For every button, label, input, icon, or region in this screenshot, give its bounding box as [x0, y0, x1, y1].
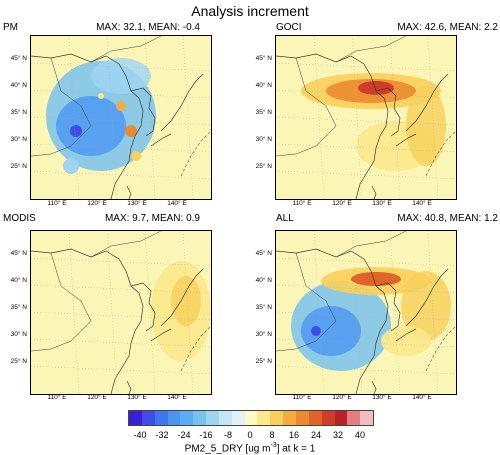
lat-label: 25° N	[255, 163, 272, 170]
colorbar-swatch	[244, 411, 258, 425]
map-canvas	[276, 36, 456, 199]
colorbar	[128, 410, 374, 426]
panel-stats-all: MAX: 40.8, MEAN: 1.2	[397, 213, 498, 224]
panel-stats-pm: MAX: 32.1, MEAN: -0.4	[96, 22, 200, 33]
colorbar-tick: -24	[177, 430, 191, 440]
lat-label: 45° N	[10, 250, 27, 257]
map-all	[275, 230, 457, 395]
colorbar-swatch	[129, 411, 142, 425]
figure-title: Analysis increment	[191, 3, 309, 19]
panel-stats-modis: MAX: 9.7, MEAN: 0.9	[104, 213, 200, 224]
lat-label: 35° N	[255, 109, 272, 116]
colorbar-swatch	[154, 411, 168, 425]
colorbar-tick: 0	[247, 430, 253, 440]
map-pm	[30, 35, 212, 200]
lon-label: 110° E	[47, 200, 67, 207]
lon-label: 140° E	[412, 200, 432, 207]
colorbar-swatch	[218, 411, 232, 425]
colorbar-swatch	[180, 411, 194, 425]
colorbar-swatch	[295, 411, 309, 425]
colorbar-swatch	[257, 411, 271, 425]
lon-label: 130° E	[372, 394, 392, 401]
lon-label: 110° E	[292, 200, 312, 207]
lat-label: 45° N	[255, 55, 272, 62]
colorbar-title-tail: ] at k = 1	[276, 443, 316, 455]
lon-label: 130° E	[127, 394, 147, 401]
colorbar-tick: -32	[155, 430, 169, 440]
colorbar-tick: -40	[133, 430, 147, 440]
colorbar-tick: 32	[332, 430, 343, 440]
colorbar-tick: -8	[223, 430, 232, 440]
lat-label: 25° N	[255, 358, 272, 365]
colorbar-swatch	[193, 411, 207, 425]
lat-label: 25° N	[10, 163, 27, 170]
panel-label-all: ALL	[276, 213, 294, 224]
panel-label-pm: PM	[3, 22, 18, 33]
lat-label: 35° N	[10, 304, 27, 311]
colorbar-swatch	[308, 411, 322, 425]
colorbar-swatch	[206, 411, 219, 425]
colorbar-swatch	[334, 411, 348, 425]
lat-label: 35° N	[10, 109, 27, 116]
colorbar-swatch	[347, 411, 361, 425]
map-canvas	[276, 231, 456, 394]
colorbar-swatch	[167, 411, 181, 425]
lon-label: 120° E	[332, 394, 352, 401]
lon-label: 140° E	[167, 394, 187, 401]
colorbar-tick: 40	[354, 430, 365, 440]
lon-label: 140° E	[412, 394, 432, 401]
lat-label: 40° N	[255, 277, 272, 284]
panel-label-modis: MODIS	[3, 213, 36, 224]
lat-label: 30° N	[10, 136, 27, 143]
colorbar-tick: 16	[288, 430, 299, 440]
lon-label: 130° E	[372, 200, 392, 207]
panel-stats-goci: MAX: 42.6, MEAN: 2.2	[397, 22, 498, 33]
colorbar-swatch	[141, 411, 155, 425]
lat-label: 40° N	[10, 82, 27, 89]
lon-label: 120° E	[87, 200, 107, 207]
colorbar-tick: 8	[269, 430, 275, 440]
lat-label: 25° N	[10, 358, 27, 365]
lon-label: 120° E	[332, 200, 352, 207]
colorbar-tick: 24	[310, 430, 321, 440]
lon-label: 140° E	[167, 200, 187, 207]
map-modis	[30, 230, 212, 395]
colorbar-swatch	[231, 411, 245, 425]
map-canvas	[31, 231, 211, 394]
lon-label: 110° E	[47, 394, 67, 401]
map-canvas	[31, 36, 211, 199]
lat-label: 30° N	[255, 136, 272, 143]
map-goci	[275, 35, 457, 200]
lon-label: 130° E	[127, 200, 147, 207]
colorbar-title-text: PM2_5_DRY [ug m	[184, 443, 271, 455]
lon-label: 120° E	[87, 394, 107, 401]
colorbar-swatch	[283, 411, 296, 425]
lat-label: 35° N	[255, 304, 272, 311]
panel-label-goci: GOCI	[276, 22, 302, 33]
colorbar-tick: -16	[199, 430, 213, 440]
lat-label: 40° N	[255, 82, 272, 89]
colorbar-swatch	[321, 411, 335, 425]
lat-label: 45° N	[10, 55, 27, 62]
lat-label: 30° N	[10, 331, 27, 338]
lat-label: 40° N	[10, 277, 27, 284]
colorbar-swatch	[360, 411, 374, 425]
lat-label: 45° N	[255, 250, 272, 257]
colorbar-title-sup: -3	[270, 442, 277, 449]
colorbar-swatch	[270, 411, 284, 425]
colorbar-title: PM2_5_DRY [ug m-3] at k = 1	[0, 442, 500, 454]
lon-label: 110° E	[292, 394, 312, 401]
lat-label: 30° N	[255, 331, 272, 338]
